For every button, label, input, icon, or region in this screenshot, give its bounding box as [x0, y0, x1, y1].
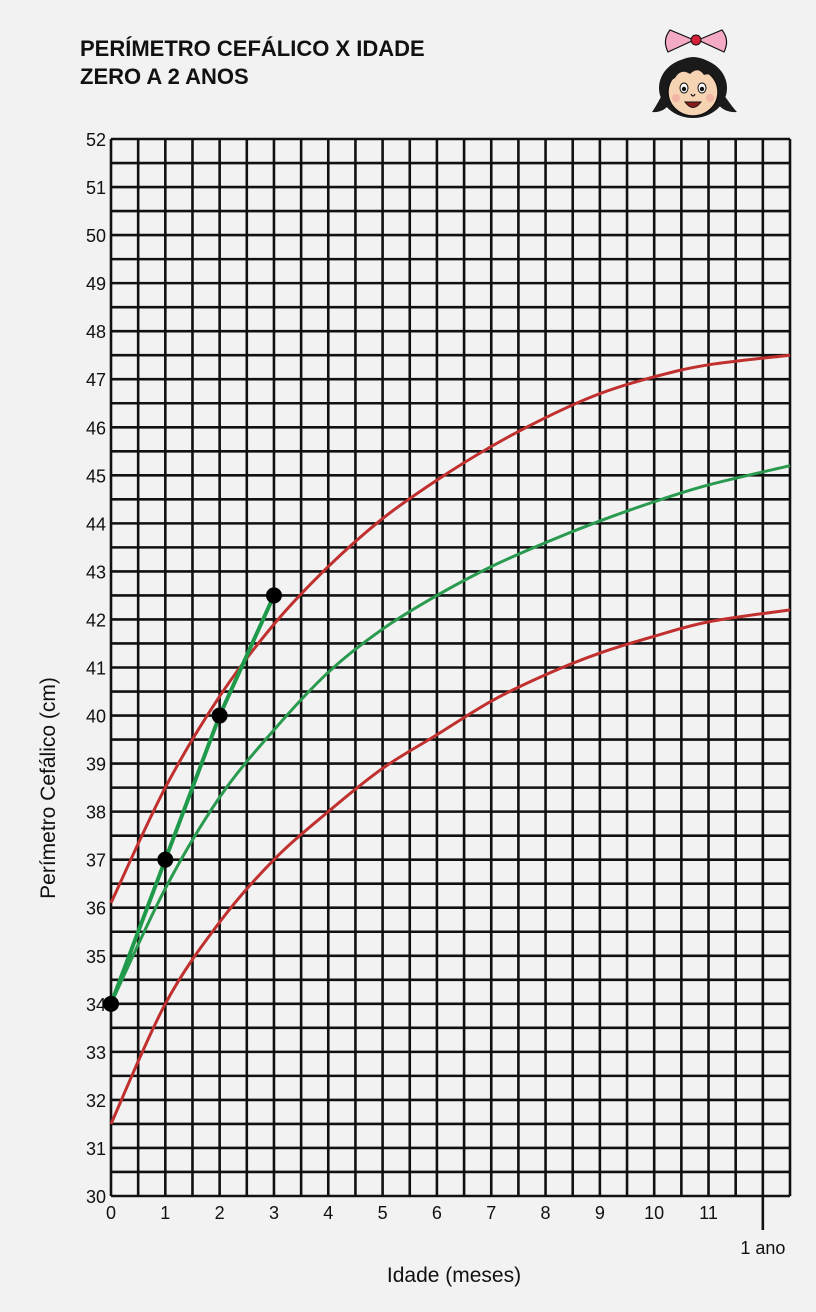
x-tick-label: 7 — [486, 1203, 496, 1223]
reference-curve-3 — [109, 608, 791, 1125]
x-tick-label: 8 — [541, 1203, 551, 1223]
y-tick-label: 33 — [86, 1043, 106, 1063]
y-tick-label: 43 — [86, 562, 106, 582]
y-tick-label: 44 — [86, 514, 106, 534]
measurement-line — [109, 594, 276, 1005]
x-tick-label: 0 — [106, 1203, 116, 1223]
x-tick-label: 3 — [269, 1203, 279, 1223]
y-tick-label: 34 — [86, 995, 106, 1015]
x-tick-label: 10 — [644, 1203, 664, 1223]
measurement-point — [157, 851, 174, 868]
y-tick-label: 39 — [86, 755, 106, 775]
x-tick-label: 6 — [432, 1203, 442, 1223]
chart-title-line1: PERÍMETRO CEFÁLICO X IDADE — [80, 36, 425, 61]
measurement-point — [103, 995, 119, 1012]
x-tick-label: 9 — [595, 1203, 605, 1223]
y-tick-label: 36 — [86, 899, 106, 919]
chart-title: PERÍMETRO CEFÁLICO X IDADE ZERO A 2 ANOS — [80, 35, 425, 91]
y-tick-label: 48 — [86, 322, 106, 342]
y-tick-label: 42 — [86, 610, 106, 630]
y-tick-label: 47 — [86, 370, 106, 390]
grid — [109, 137, 792, 1198]
x-tick-label: 4 — [323, 1203, 333, 1223]
y-tick-label: 49 — [86, 274, 106, 294]
x-tick-label: 2 — [215, 1203, 225, 1223]
reference-curve-2 — [109, 464, 791, 1005]
y-tick-label: 31 — [86, 1139, 106, 1159]
x-tick-label: 1 — [160, 1203, 170, 1223]
y-tick-label: 37 — [86, 851, 106, 871]
y-tick-label: 41 — [86, 659, 106, 679]
y-tick-label: 32 — [86, 1091, 106, 1111]
y-tick-label: 30 — [86, 1187, 106, 1207]
y-tick-label: 45 — [86, 466, 106, 486]
y-tick-label: 35 — [86, 947, 106, 967]
y-axis-title: Perímetro Cefálico (cm) — [37, 677, 60, 899]
y-tick-label: 40 — [86, 707, 106, 727]
reference-curves — [109, 353, 791, 1125]
measurement-series — [103, 587, 282, 1012]
measurement-point — [265, 587, 282, 604]
y-tick-label: 46 — [86, 418, 106, 438]
x-tick-label: 5 — [378, 1203, 388, 1223]
y-tick-label: 38 — [86, 803, 106, 823]
y-tick-label: 51 — [86, 178, 106, 198]
reference-curve-1 — [109, 353, 791, 904]
girl-face-icon — [652, 29, 737, 118]
x-end-label: 1 ano — [740, 1238, 785, 1258]
measurement-point — [211, 707, 228, 724]
y-tick-label: 50 — [86, 226, 106, 246]
x-axis-tick-labels: 0 1 2 3 4 5 6 7 8 9 10 11 1 ano — [106, 1196, 785, 1258]
x-tick-label: 11 — [699, 1203, 718, 1223]
y-tick-label: 52 — [86, 130, 106, 150]
y-axis-tick-labels: 30 31 32 33 34 35 36 37 38 39 40 41 42 43 44 45 46 47 48 49… — [86, 130, 106, 1207]
x-axis-title: Idade (meses) — [387, 1264, 521, 1287]
chart-title-line2: ZERO A 2 ANOS — [80, 64, 249, 89]
